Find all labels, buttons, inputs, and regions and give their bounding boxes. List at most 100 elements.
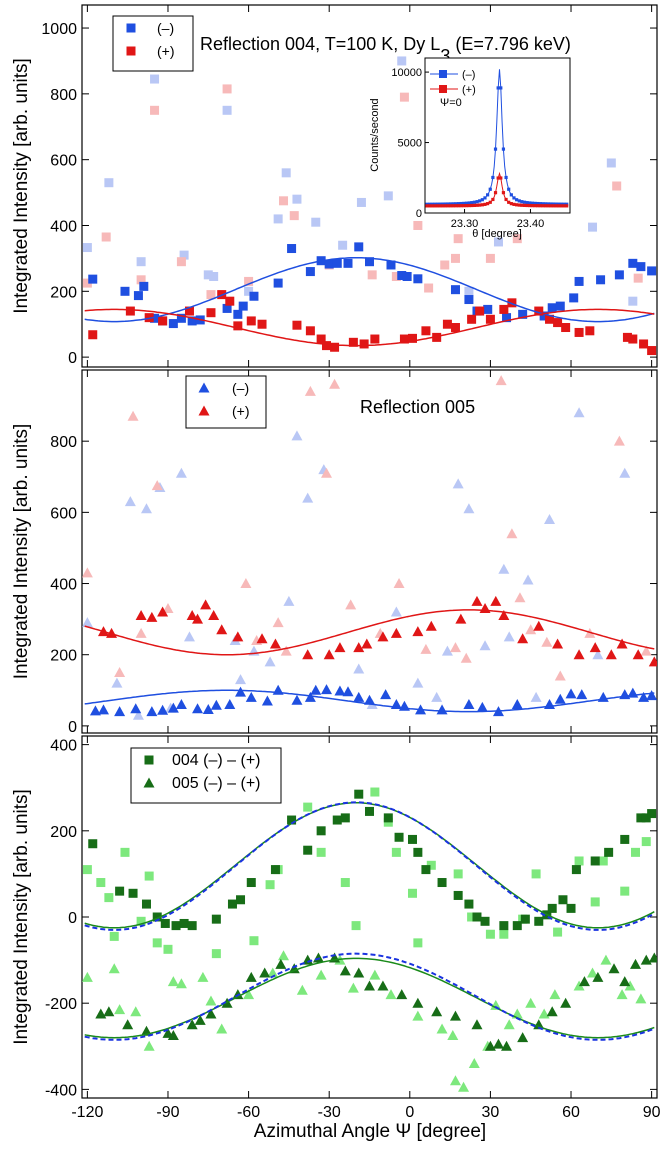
- data-point: [398, 700, 410, 711]
- data-point: [321, 467, 333, 478]
- data-point: [413, 274, 423, 284]
- data-point: [533, 620, 545, 631]
- data-point: [225, 296, 235, 306]
- inset-point: [504, 175, 508, 180]
- inset-point: [565, 202, 569, 206]
- data-point: [397, 56, 407, 66]
- data-point: [544, 513, 556, 524]
- legend-marker: [126, 46, 136, 56]
- data-point: [261, 695, 273, 706]
- data-point: [574, 276, 584, 286]
- y-tick-label: 200: [50, 824, 77, 841]
- data-point: [490, 595, 502, 606]
- inset-point: [562, 204, 566, 208]
- data-point: [114, 667, 126, 677]
- data-point: [436, 704, 448, 715]
- data-point: [442, 319, 452, 329]
- data-point: [517, 633, 529, 644]
- data-point: [467, 314, 477, 324]
- data-point: [175, 978, 187, 989]
- data-point: [490, 999, 502, 1010]
- inset-theta-scan: 0 5000 10000 23.30 23.40θ [degree] Counts/sec…: [369, 57, 571, 240]
- data-point: [88, 330, 98, 340]
- data-point: [296, 984, 308, 995]
- inset-legend-marker: [439, 70, 447, 78]
- inset-point: [536, 201, 540, 206]
- inset-y-tick-label: 0: [416, 208, 422, 220]
- data-point: [353, 691, 365, 702]
- data-point: [348, 337, 358, 347]
- data-point: [452, 478, 464, 489]
- data-point: [485, 314, 495, 324]
- fit-curve: [84, 689, 655, 713]
- data-point: [236, 895, 246, 905]
- y-tick-label: 0: [68, 719, 77, 736]
- data-point: [632, 649, 644, 660]
- inset-point: [496, 176, 500, 180]
- data-point: [256, 633, 268, 644]
- inset-point: [562, 202, 566, 206]
- data-point: [640, 954, 652, 965]
- data-point: [136, 275, 146, 285]
- data-point: [354, 789, 364, 799]
- inset-point: [499, 86, 503, 90]
- data-point: [545, 314, 555, 324]
- data-point: [396, 989, 408, 1000]
- data-point: [150, 105, 160, 115]
- data-point: [176, 313, 186, 323]
- data-point: [507, 298, 517, 308]
- data-point: [249, 936, 259, 946]
- data-point: [391, 847, 401, 857]
- data-point: [82, 865, 92, 875]
- data-point: [636, 262, 646, 272]
- data-point: [103, 1006, 115, 1017]
- data-point: [175, 699, 187, 710]
- inset-point: [483, 202, 487, 206]
- data-point: [82, 617, 93, 628]
- inset-annotation: Ψ=0: [440, 97, 462, 109]
- inset-point: [475, 200, 479, 204]
- data-point: [485, 253, 495, 263]
- data-point: [464, 286, 474, 296]
- data-point: [425, 620, 437, 631]
- y-axis-label: Integrated Intensity [arb. units]: [11, 424, 32, 680]
- data-point: [421, 326, 431, 336]
- data-point: [431, 691, 443, 702]
- data-point: [281, 168, 291, 178]
- data-point: [453, 890, 463, 900]
- data-point: [479, 640, 491, 651]
- data-point: [377, 631, 389, 642]
- inset-point: [451, 204, 455, 208]
- inset-point: [491, 197, 495, 202]
- data-point: [574, 856, 584, 866]
- data-point: [168, 319, 178, 329]
- data-point: [499, 929, 509, 939]
- data-point: [399, 334, 409, 344]
- data-point: [450, 285, 460, 295]
- data-point: [187, 921, 197, 931]
- data-point: [467, 912, 477, 922]
- fit-curve: [84, 952, 655, 1041]
- legend-label: (+): [157, 43, 175, 59]
- fit-curve: [84, 801, 655, 931]
- y-axis-label: Integrated Intensity [arb. units]: [11, 58, 32, 314]
- inset-point: [475, 203, 479, 207]
- inset-point: [454, 202, 458, 206]
- legend-label: (+): [232, 403, 250, 419]
- data-point: [616, 638, 628, 649]
- data-point: [553, 318, 563, 328]
- inset-point: [457, 204, 461, 208]
- inset-point: [549, 202, 553, 206]
- inset-point: [435, 202, 440, 206]
- data-point: [648, 952, 657, 963]
- data-point: [616, 989, 628, 1000]
- data-point: [493, 237, 503, 247]
- inset-point: [425, 204, 429, 208]
- inset-point: [544, 204, 548, 208]
- data-point: [370, 334, 380, 344]
- data-point: [342, 686, 354, 697]
- title-main: Reflection 004, T=100 K, Dy L: [200, 34, 440, 54]
- data-point: [244, 286, 254, 296]
- inset-point: [533, 204, 537, 208]
- x-axis: -120 -90 -60 -30 0 30 60 90: [71, 1104, 660, 1121]
